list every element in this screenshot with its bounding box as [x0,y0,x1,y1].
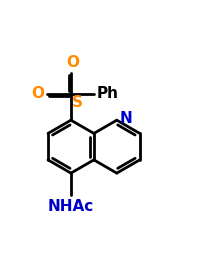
Text: O: O [66,55,79,70]
Text: N: N [120,111,132,126]
Text: O: O [31,86,44,101]
Text: Ph: Ph [96,86,118,101]
Text: S: S [71,94,82,109]
Text: NHAc: NHAc [48,199,94,214]
